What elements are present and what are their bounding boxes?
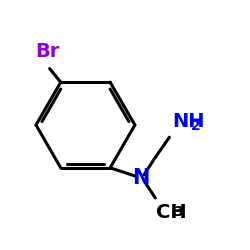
Text: Br: Br bbox=[35, 42, 59, 61]
Text: N: N bbox=[132, 168, 150, 188]
Text: CH: CH bbox=[156, 203, 187, 222]
Text: 2: 2 bbox=[190, 119, 200, 133]
Text: 3: 3 bbox=[173, 205, 183, 219]
Text: NH: NH bbox=[172, 112, 204, 131]
